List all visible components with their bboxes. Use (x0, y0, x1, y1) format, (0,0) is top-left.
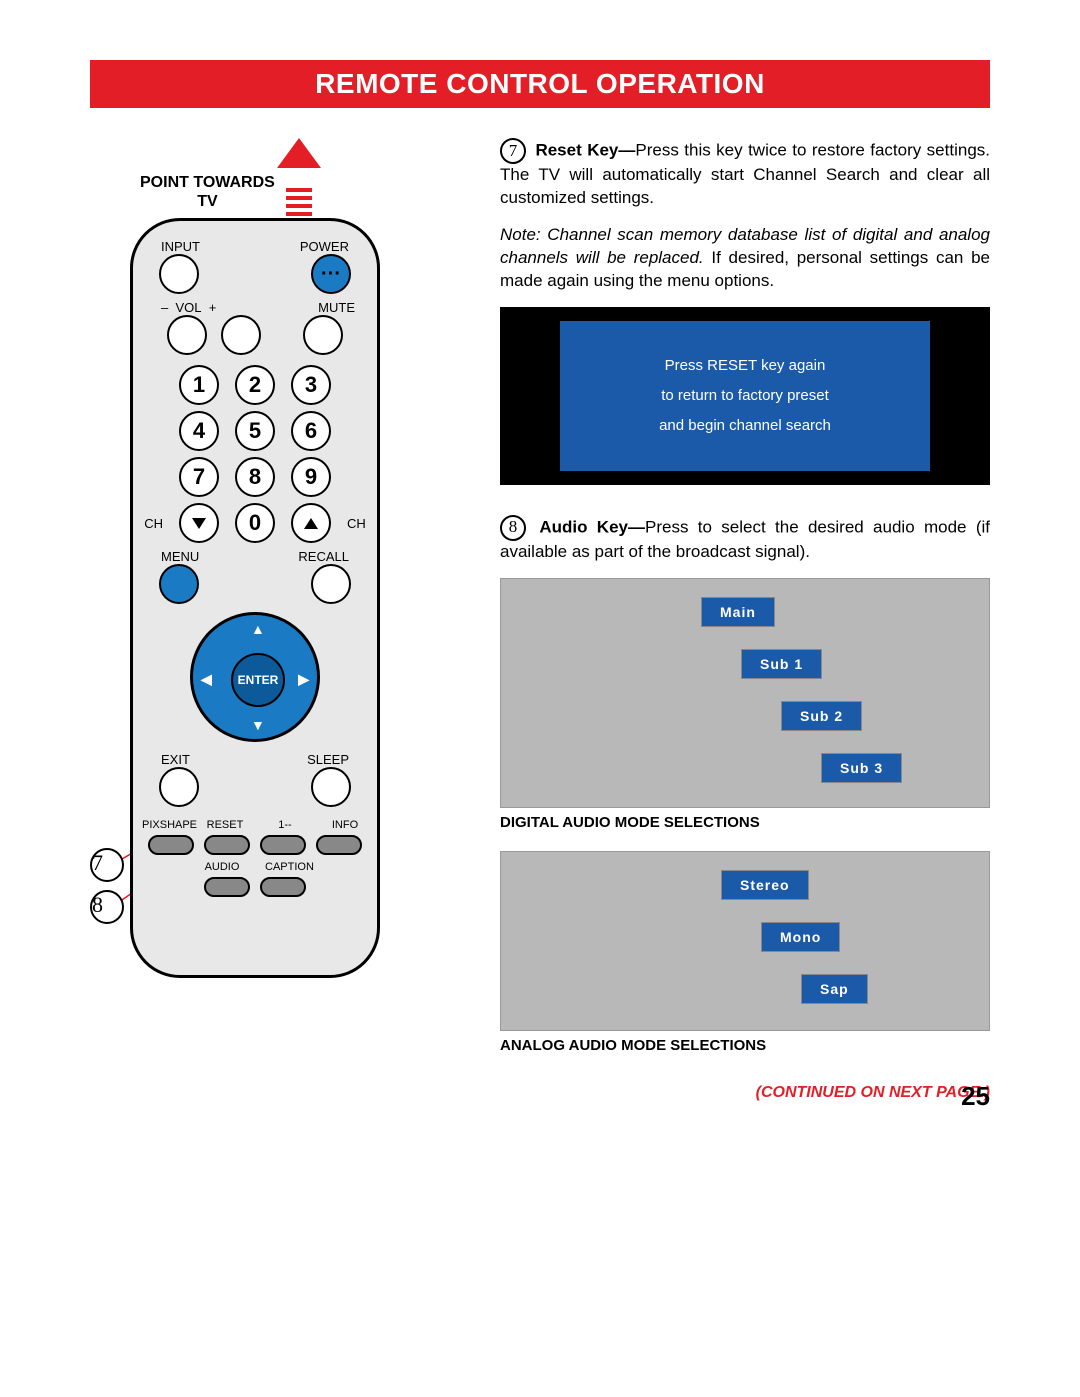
left-column: POINT TOWARDS TV 7 8 (90, 138, 460, 1102)
digital-mode-sub1: Sub 1 (741, 649, 822, 679)
screen-line-1: Press RESET key again (570, 351, 920, 381)
ch-up-button[interactable] (291, 503, 331, 543)
num-1-button[interactable]: 1 (179, 365, 219, 405)
info-button[interactable] (316, 835, 362, 855)
exit-button[interactable] (159, 767, 199, 807)
screen-line-3: and begin channel search (570, 411, 920, 441)
ch-up-label: CH (347, 516, 367, 531)
section-7-note: Note: Channel scan memory database list … (500, 224, 990, 293)
audio-button[interactable] (204, 877, 250, 897)
sleep-label: SLEEP (307, 752, 349, 767)
vol-down-button[interactable] (167, 315, 207, 355)
vol-label: – VOL + (161, 300, 216, 315)
num-5-button[interactable]: 5 (235, 411, 275, 451)
analog-mode-mono: Mono (761, 922, 840, 952)
menu-label: MENU (161, 549, 199, 564)
continued-label: (CONTINUED ON NEXT PAGE.) (500, 1084, 990, 1102)
arrow-up-icon (290, 138, 321, 168)
section-8-para: 8 Audio Key—Press to select the desired … (500, 515, 990, 564)
reset-screen-preview: Press RESET key again to return to facto… (500, 307, 990, 485)
dpad-left-icon[interactable]: ◀ (201, 671, 212, 688)
input-button[interactable] (159, 254, 199, 294)
info-label: INFO (322, 819, 368, 831)
digital-mode-main: Main (701, 597, 775, 627)
callout-7-inline-icon: 7 (500, 138, 526, 164)
remote-body: INPUT POWER ··· – VOL + MUTE (130, 218, 380, 978)
num-7-button[interactable]: 7 (179, 457, 219, 497)
two-column-layout: POINT TOWARDS TV 7 8 (90, 138, 990, 1102)
caption-button[interactable] (260, 877, 306, 897)
right-column: 7 Reset Key—Press this key twice to rest… (500, 138, 990, 1102)
num-8-button[interactable]: 8 (235, 457, 275, 497)
audio-label: AUDIO (199, 861, 245, 873)
reset-screen-inner: Press RESET key again to return to facto… (560, 321, 930, 471)
document-page: REMOTE CONTROL OPERATION POINT TOWARDS T… (0, 0, 1080, 1142)
dpad: ▲ ▼ ◀ ▶ ENTER (190, 612, 320, 742)
num-6-button[interactable]: 6 (291, 411, 331, 451)
remote-control-diagram: 7 8 INPUT POWER ··· – VOL + MUTE (130, 218, 460, 978)
dpad-down-icon[interactable]: ▼ (251, 717, 265, 733)
reset-label: RESET (202, 819, 248, 831)
section-7-para: 7 Reset Key—Press this key twice to rest… (500, 138, 990, 210)
dpad-ring[interactable]: ▲ ▼ ◀ ▶ ENTER (190, 612, 320, 742)
onedash-label: 1-- (262, 819, 308, 831)
audio-key-title: Audio Key— (539, 517, 645, 536)
sleep-button[interactable] (311, 767, 351, 807)
caption-label: CAPTION (265, 861, 311, 873)
ch-down-button[interactable] (179, 503, 219, 543)
point-line1: POINT TOWARDS (140, 174, 275, 191)
num-0-button[interactable]: 0 (235, 503, 275, 543)
point-line2: TV (197, 193, 217, 210)
callout-8-inline-icon: 8 (500, 515, 526, 541)
screen-line-2: to return to factory preset (570, 381, 920, 411)
page-number: 25 (961, 1081, 990, 1112)
analog-mode-stereo: Stereo (721, 870, 809, 900)
reset-button[interactable] (204, 835, 250, 855)
point-towards-label: POINT TOWARDS TV (140, 173, 275, 211)
digital-audio-panel: Main Sub 1 Sub 2 Sub 3 (500, 578, 990, 808)
power-button[interactable]: ··· (311, 254, 351, 294)
power-label: POWER (300, 239, 349, 254)
num-2-button[interactable]: 2 (235, 365, 275, 405)
mute-button[interactable] (303, 315, 343, 355)
num-3-button[interactable]: 3 (291, 365, 331, 405)
enter-button[interactable]: ENTER (231, 653, 285, 707)
pixshape-button[interactable] (148, 835, 194, 855)
vol-up-button[interactable] (221, 315, 261, 355)
input-label: INPUT (161, 239, 200, 254)
page-title-bar: REMOTE CONTROL OPERATION (90, 60, 990, 108)
digital-caption: DIGITAL AUDIO MODE SELECTIONS (500, 814, 990, 831)
reset-key-title: Reset Key— (535, 140, 635, 159)
exit-label: EXIT (161, 752, 190, 767)
mute-label: MUTE (318, 300, 355, 315)
callout-8-icon: 8 (90, 890, 124, 924)
dpad-up-icon[interactable]: ▲ (251, 621, 265, 637)
pixshape-label: PIXSHAPE (142, 819, 188, 831)
onedash-button[interactable] (260, 835, 306, 855)
digital-mode-sub2: Sub 2 (781, 701, 862, 731)
arrow-stripes-icon (286, 188, 312, 220)
analog-audio-panel: Stereo Mono Sap (500, 851, 990, 1031)
callout-markers: 7 8 (90, 848, 124, 932)
ch-down-label: CH (143, 516, 163, 531)
callout-7-icon: 7 (90, 848, 124, 882)
digital-mode-sub3: Sub 3 (821, 753, 902, 783)
menu-button[interactable] (159, 564, 199, 604)
recall-button[interactable] (311, 564, 351, 604)
num-4-button[interactable]: 4 (179, 411, 219, 451)
analog-caption: ANALOG AUDIO MODE SELECTIONS (500, 1037, 990, 1054)
dpad-right-icon[interactable]: ▶ (298, 671, 309, 688)
num-9-button[interactable]: 9 (291, 457, 331, 497)
recall-label: RECALL (298, 549, 349, 564)
analog-mode-sap: Sap (801, 974, 868, 1004)
